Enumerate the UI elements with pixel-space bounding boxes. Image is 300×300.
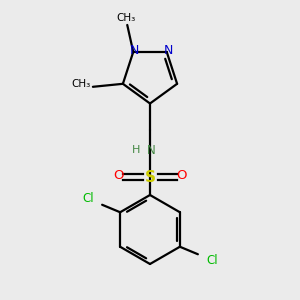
Text: N: N xyxy=(164,44,173,57)
Text: N: N xyxy=(146,143,155,157)
Text: H: H xyxy=(132,145,141,155)
Text: CH₃: CH₃ xyxy=(116,13,135,23)
Text: O: O xyxy=(176,169,187,182)
Text: S: S xyxy=(145,169,155,184)
Text: N: N xyxy=(130,44,140,57)
Text: Cl: Cl xyxy=(206,254,218,267)
Text: CH₃: CH₃ xyxy=(72,79,91,89)
Text: O: O xyxy=(114,169,124,182)
Text: Cl: Cl xyxy=(83,192,94,205)
